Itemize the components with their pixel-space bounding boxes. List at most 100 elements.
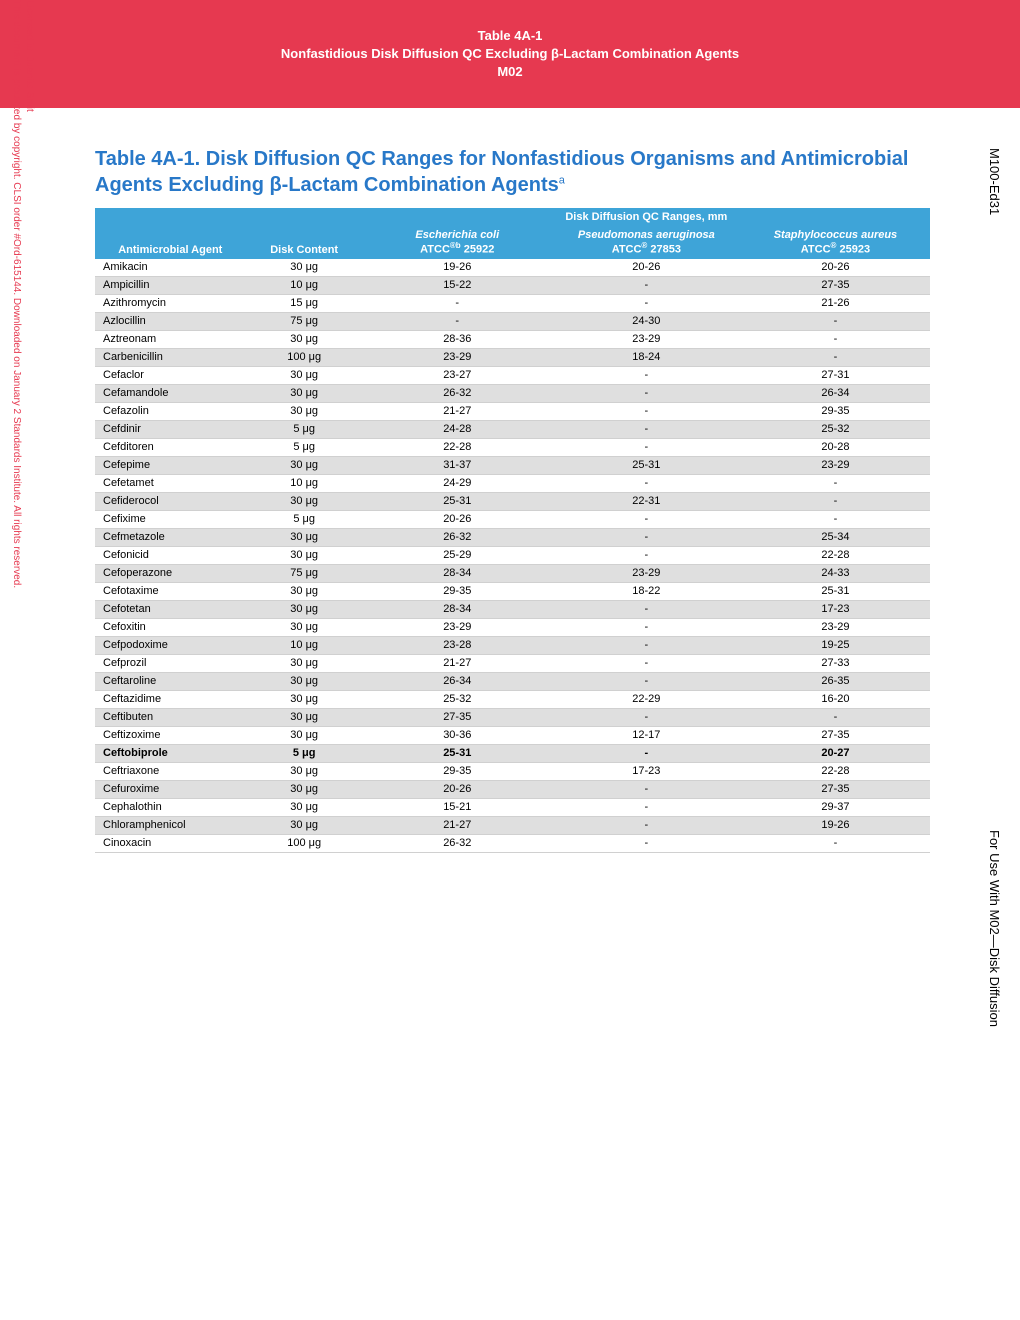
- cell-ecoli: 25-31: [363, 492, 552, 510]
- license-line2: This document is protected by copyright.…: [11, 0, 22, 588]
- table-row: Cefonicid30 μg25-29-22-28: [95, 546, 930, 564]
- cell-ecoli: 28-34: [363, 564, 552, 582]
- table-title: Table 4A-1. Disk Diffusion QC Ranges for…: [95, 146, 930, 198]
- cell-agent: Ceftibuten: [95, 708, 246, 726]
- cell-agent: Cinoxacin: [95, 834, 246, 852]
- cell-agent: Cefamandole: [95, 384, 246, 402]
- cell-disk: 75 μg: [246, 312, 363, 330]
- cell-pa: -: [552, 546, 741, 564]
- table-row: Ceftaroline30 μg26-34-26-35: [95, 672, 930, 690]
- cell-pa: -: [552, 672, 741, 690]
- th-sa-name: Staphylococcus aureus: [774, 229, 898, 241]
- cell-ecoli: 21-27: [363, 654, 552, 672]
- table-row: Azlocillin75 μg-24-30-: [95, 312, 930, 330]
- cell-pa: -: [552, 744, 741, 762]
- cell-ecoli: -: [363, 294, 552, 312]
- cell-sa: 27-35: [741, 780, 930, 798]
- cell-disk: 30 μg: [246, 690, 363, 708]
- cell-pa: -: [552, 474, 741, 492]
- cell-disk: 5 μg: [246, 510, 363, 528]
- cell-disk: 5 μg: [246, 744, 363, 762]
- cell-disk: 30 μg: [246, 366, 363, 384]
- header-line1: Table 4A-1: [281, 27, 739, 45]
- header-line3: M02: [281, 63, 739, 81]
- cell-pa: -: [552, 708, 741, 726]
- cell-sa: -: [741, 510, 930, 528]
- cell-agent: Cefprozil: [95, 654, 246, 672]
- table-row: Cefmetazole30 μg26-32-25-34: [95, 528, 930, 546]
- cell-ecoli: 29-35: [363, 762, 552, 780]
- cell-agent: Cefoperazone: [95, 564, 246, 582]
- cell-ecoli: 26-32: [363, 384, 552, 402]
- cell-pa: -: [552, 294, 741, 312]
- cell-disk: 5 μg: [246, 438, 363, 456]
- cell-agent: Cephalothin: [95, 798, 246, 816]
- cell-agent: Azlocillin: [95, 312, 246, 330]
- cell-ecoli: -: [363, 312, 552, 330]
- cell-sa: 26-35: [741, 672, 930, 690]
- table-row: Cefditoren5 μg22-28-20-28: [95, 438, 930, 456]
- cell-agent: Cefoxitin: [95, 618, 246, 636]
- cell-ecoli: 24-28: [363, 420, 552, 438]
- th-saureus: Staphylococcus aureus ATCC® 25923: [741, 226, 930, 259]
- cell-ecoli: 23-28: [363, 636, 552, 654]
- table-row: Ceftizoxime30 μg30-3612-1727-35: [95, 726, 930, 744]
- cell-sa: -: [741, 330, 930, 348]
- cell-sa: 17-23: [741, 600, 930, 618]
- cell-disk: 30 μg: [246, 456, 363, 474]
- cell-sa: 16-20: [741, 690, 930, 708]
- cell-sa: -: [741, 474, 930, 492]
- cell-pa: -: [552, 654, 741, 672]
- cell-disk: 30 μg: [246, 762, 363, 780]
- cell-disk: 30 μg: [246, 546, 363, 564]
- cell-agent: Ceftazidime: [95, 690, 246, 708]
- cell-disk: 30 μg: [246, 672, 363, 690]
- cell-agent: Cefonicid: [95, 546, 246, 564]
- cell-disk: 30 μg: [246, 330, 363, 348]
- cell-pa: 17-23: [552, 762, 741, 780]
- cell-agent: Cefotaxime: [95, 582, 246, 600]
- cell-ecoli: 15-22: [363, 276, 552, 294]
- table-row: Cefixime5 μg20-26--: [95, 510, 930, 528]
- cell-agent: Ceftaroline: [95, 672, 246, 690]
- cell-ecoli: 23-29: [363, 348, 552, 366]
- table-row: Cefdinir5 μg24-28-25-32: [95, 420, 930, 438]
- cell-agent: Amikacin: [95, 259, 246, 277]
- cell-ecoli: 23-27: [363, 366, 552, 384]
- cell-pa: -: [552, 402, 741, 420]
- license-sidebar: Licensed to: Juanita Smit This document …: [10, 0, 36, 588]
- cell-sa: 29-35: [741, 402, 930, 420]
- cell-agent: Cefdinir: [95, 420, 246, 438]
- cell-disk: 30 μg: [246, 402, 363, 420]
- cell-agent: Aztreonam: [95, 330, 246, 348]
- th-spanner: Disk Diffusion QC Ranges, mm: [363, 208, 930, 226]
- cell-sa: 20-26: [741, 259, 930, 277]
- table-row: Cefpodoxime10 μg23-28-19-25: [95, 636, 930, 654]
- table-body: Amikacin30 μg19-2620-2620-26Ampicillin10…: [95, 259, 930, 853]
- cell-sa: -: [741, 348, 930, 366]
- cell-sa: 23-29: [741, 456, 930, 474]
- table-row: Cephalothin30 μg15-21-29-37: [95, 798, 930, 816]
- cell-disk: 30 μg: [246, 384, 363, 402]
- cell-disk: 30 μg: [246, 726, 363, 744]
- cell-agent: Chloramphenicol: [95, 816, 246, 834]
- cell-ecoli: 26-32: [363, 528, 552, 546]
- cell-disk: 30 μg: [246, 600, 363, 618]
- table-row: Azithromycin15 μg--21-26: [95, 294, 930, 312]
- cell-sa: 19-25: [741, 636, 930, 654]
- table-row: Ceftibuten30 μg27-35--: [95, 708, 930, 726]
- table-row: Cefaclor30 μg23-27-27-31: [95, 366, 930, 384]
- cell-pa: -: [552, 798, 741, 816]
- cell-disk: 30 μg: [246, 798, 363, 816]
- cell-agent: Cefazolin: [95, 402, 246, 420]
- table-row: Cefamandole30 μg26-32-26-34: [95, 384, 930, 402]
- cell-sa: 24-33: [741, 564, 930, 582]
- cell-pa: -: [552, 600, 741, 618]
- cell-agent: Cefpodoxime: [95, 636, 246, 654]
- cell-ecoli: 26-32: [363, 834, 552, 852]
- cell-sa: 25-31: [741, 582, 930, 600]
- cell-pa: -: [552, 438, 741, 456]
- cell-ecoli: 28-36: [363, 330, 552, 348]
- cell-disk: 30 μg: [246, 816, 363, 834]
- cell-ecoli: 25-32: [363, 690, 552, 708]
